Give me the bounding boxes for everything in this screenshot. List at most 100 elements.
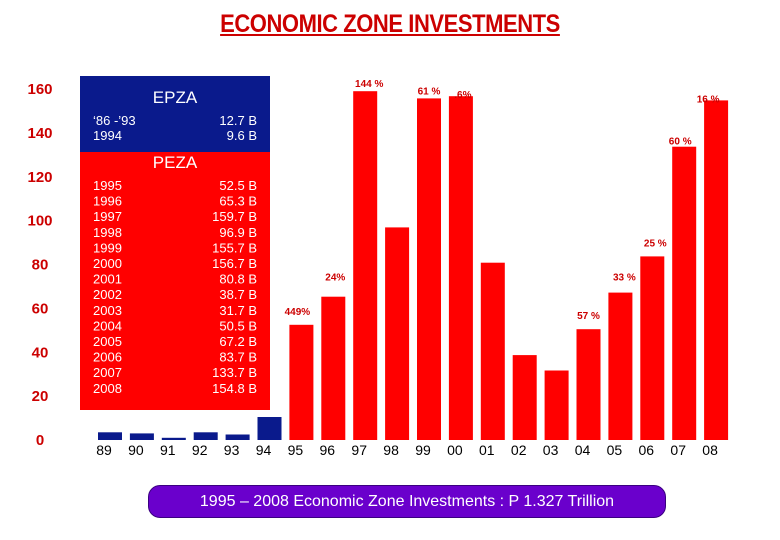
bar-01 [480,262,505,440]
x-axis: 89 90 91 92 93 94 95 96 97 98 99 00 01 02 03 04 05 06 07 08 [96,442,718,458]
legend-value: 50.5 B [219,318,257,333]
y-tick-label: 40 [32,344,49,361]
bar-92 [193,432,218,440]
growth-label: 16 % [697,94,720,105]
legend-value: 80.8 B [219,272,257,287]
x-tick-label: 04 [575,442,591,458]
growth-label: 33 % [613,273,636,284]
percent-labels: 449% 24% 144 % 61 % .6% 57 % 33 % 25 % 60 % 16 % [285,79,720,322]
growth-label: 449% [285,307,311,318]
legend-value: 154.8 B [212,381,257,396]
bar-07 [672,146,697,440]
legend-peza-panel [80,152,270,410]
y-tick-label: 100 [27,213,52,230]
legend-year: 2005 [93,334,122,349]
legend-year: 2000 [93,256,122,271]
legend-year: 1996 [93,194,122,209]
x-tick-label: 06 [639,442,655,458]
growth-label: .6% [454,90,471,101]
bar-91 [161,437,186,440]
bar-99 [417,98,441,441]
legend-value: 96.9 B [219,225,257,240]
y-tick-label: 120 [27,169,52,186]
legend-year: 2002 [93,287,122,302]
bar-98 [385,227,410,440]
y-tick-label: 0 [36,432,44,449]
x-tick-label: 00 [447,442,463,458]
y-tick-label: 60 [32,300,49,317]
legend-value: 31.7 B [219,303,257,318]
growth-label: 61 % [418,86,441,97]
x-tick-label: 05 [607,442,623,458]
legend-year: 2006 [93,350,122,365]
legend-value: 52.5 B [219,178,257,193]
bar-97 [353,91,378,440]
bar-94 [257,417,282,440]
bar-00 [448,96,473,440]
legend-year: 2003 [93,303,122,318]
legend-peza-header: PEZA [153,153,198,172]
legend-year: 1998 [93,225,122,240]
x-tick-label: 99 [415,442,431,458]
x-tick-label: 98 [383,442,399,458]
legend-year: 1994 [93,128,122,143]
legend-value: 67.2 B [219,334,257,349]
y-axis: 0 20 40 60 80 100 120 140 160 [27,81,52,449]
legend-year: 2007 [93,365,122,380]
x-tick-label: 08 [702,442,718,458]
growth-label: 57 % [577,311,600,322]
legend-year: 2001 [93,272,122,287]
legend-epza-header: EPZA [153,88,198,107]
legend-value: 38.7 B [219,287,257,302]
bar-95 [289,324,314,440]
legend-year: 2004 [93,318,122,333]
legend-year: 2008 [93,381,122,396]
bar-06 [640,256,665,440]
x-tick-label: 89 [96,442,112,458]
bar-90 [129,433,154,440]
bar-93 [225,434,250,440]
growth-label: 25 % [644,238,667,249]
bar-89 [98,432,122,440]
growth-label: 144 % [355,79,383,90]
y-tick-label: 140 [27,125,52,142]
x-tick-label: 03 [543,442,559,458]
bar-05 [608,292,633,440]
y-tick-label: 80 [32,257,49,274]
y-tick-label: 20 [32,388,49,405]
y-tick-label: 160 [27,81,52,98]
legend-year: 1999 [93,240,122,255]
bar-02 [512,355,537,440]
legend-value: 133.7 B [212,365,257,380]
bar-03 [544,370,569,440]
legend-value: 9.6 B [227,128,257,143]
legend-value: 65.3 B [219,194,257,209]
x-tick-label: 02 [511,442,527,458]
bars [98,91,729,441]
legend-value: 159.7 B [212,209,257,224]
x-tick-label: 07 [670,442,686,458]
legend: EPZA ‘86 -’93 12.7 B 1994 9.6 B PEZA 1995 52.5 … [80,76,270,410]
total-investment-banner: 1995 – 2008 Economic Zone Investments : … [148,485,666,518]
x-tick-label: 95 [288,442,304,458]
bar-96 [321,296,346,440]
x-tick-label: 92 [192,442,208,458]
x-tick-label: 94 [256,442,272,458]
legend-value: 156.7 B [212,256,257,271]
legend-year: 1997 [93,209,122,224]
x-tick-label: 93 [224,442,240,458]
bar-04 [576,329,601,440]
legend-epza-panel [80,76,270,152]
legend-value: 12.7 B [219,113,257,128]
x-tick-label: 96 [320,442,336,458]
x-tick-label: 97 [351,442,367,458]
legend-year: 1995 [93,178,122,193]
bar-08 [704,100,729,441]
chart-title: ECONOMIC ZONE INVESTMENTS [220,10,560,38]
growth-label: 60 % [669,137,692,148]
x-tick-label: 91 [160,442,176,458]
x-tick-label: 01 [479,442,495,458]
x-tick-label: 90 [128,442,144,458]
legend-value: 155.7 B [212,240,257,255]
